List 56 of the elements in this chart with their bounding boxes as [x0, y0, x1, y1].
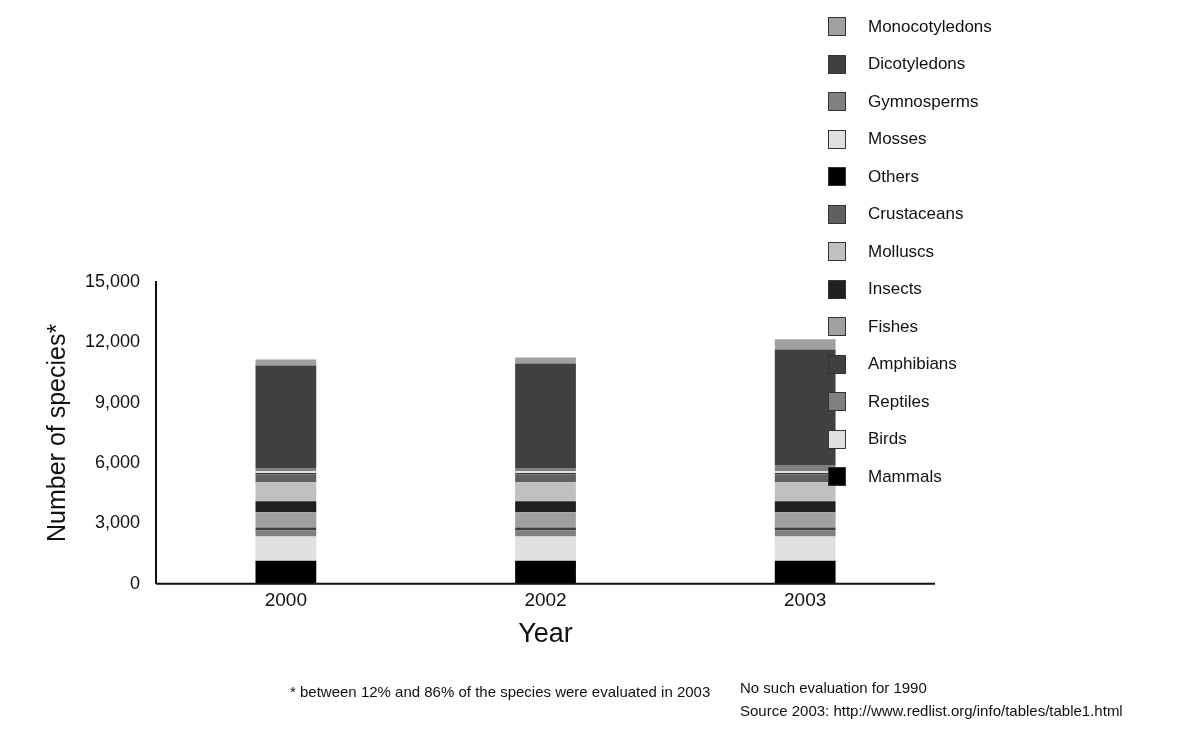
bar [774, 527, 836, 531]
y-axis-title: Number of species* [41, 323, 70, 542]
bar [515, 536, 576, 561]
bar [255, 560, 317, 584]
bar [255, 530, 317, 537]
legend-label: Reptiles [868, 391, 930, 412]
bar [255, 527, 317, 531]
bar [774, 339, 836, 350]
bar [515, 512, 576, 528]
bar [774, 465, 836, 472]
x-tick-label: 2003 [784, 589, 827, 611]
bar [255, 501, 317, 513]
legend-label: Mosses [868, 129, 927, 150]
bar [255, 482, 317, 502]
legend-label: Monocotyledons [868, 16, 992, 37]
bar [515, 474, 576, 483]
text: No such evaluation for 1990 [740, 679, 927, 696]
bar [255, 365, 317, 469]
bar [774, 501, 836, 513]
legend-label: Fishes [868, 316, 919, 337]
bar [515, 560, 576, 584]
x-tick-label: 2002 [524, 589, 567, 611]
legend-label: Gymnosperms [868, 91, 979, 112]
bar [515, 527, 576, 531]
y-tick-label: 9,000 [95, 391, 141, 412]
legend-label: Dicotyledons [868, 54, 966, 75]
bar [255, 474, 317, 483]
y-tick-label: 15,000 [84, 270, 141, 291]
y-tick-label: 6,000 [95, 452, 141, 473]
legend-label: Mammals [868, 466, 942, 487]
bar [774, 512, 836, 528]
bar [515, 357, 576, 364]
y-tick-label: 0 [130, 572, 141, 593]
bar [774, 536, 836, 561]
x-tick-label: 2000 [264, 589, 308, 611]
bar [515, 482, 576, 502]
legend-label: Insects [868, 279, 922, 300]
x-axis-title: Year [518, 618, 573, 649]
bar [515, 530, 576, 537]
legend-label: Molluscs [868, 241, 935, 262]
bar [515, 363, 576, 469]
bar [255, 359, 317, 366]
legend-label: Crustaceans [868, 204, 964, 225]
source-note: Source 2003: http://www.redlist.org/info/tables/table1.html [740, 702, 1123, 719]
bar [774, 560, 836, 584]
bar [774, 530, 836, 537]
y-tick-label: 3,000 [95, 512, 141, 533]
bar [255, 536, 317, 561]
legend-label: Birds [868, 429, 907, 450]
y-tick-label: 12,000 [84, 331, 141, 352]
text: * between 12% and 86% of the species were evaluated in 2003 [290, 683, 711, 700]
legend-label: Others [868, 166, 920, 187]
bar [774, 482, 836, 502]
bar [255, 512, 317, 528]
legend-label: Amphibians [868, 354, 957, 375]
bar [515, 501, 576, 513]
